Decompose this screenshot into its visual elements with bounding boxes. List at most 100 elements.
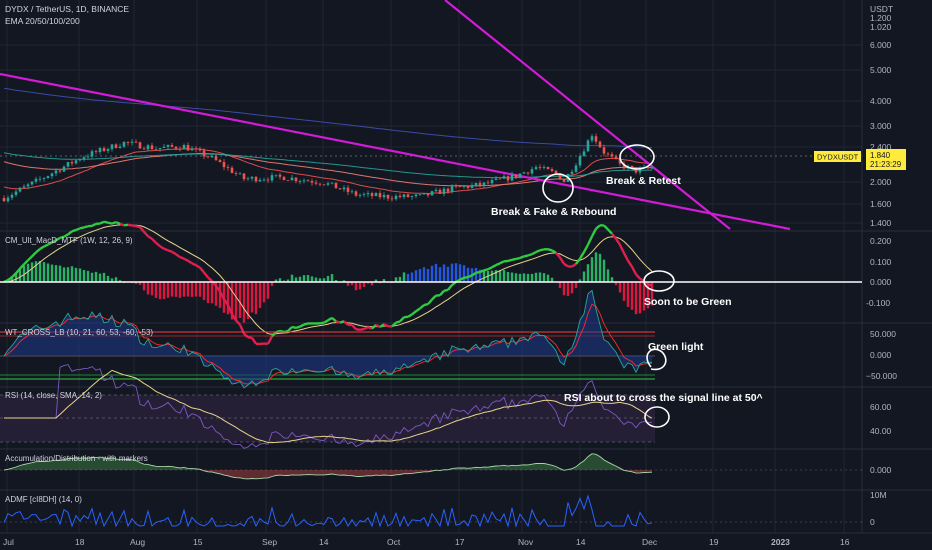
macd-histogram-bar [38,260,42,283]
macd-histogram-bar [322,278,326,283]
macd-line-segment [223,298,229,306]
macd-line-segment [618,244,626,254]
macd-histogram-bar [198,282,202,297]
macd-line-segment [363,325,369,331]
price-axis[interactable]: 6.000 5.000 4.000 3.000 2.400 2.000 1.60… [870,13,892,228]
macd-histogram-bar [14,272,18,283]
candle-body [478,182,482,186]
macd-line-segment [391,321,397,328]
candle-body [650,167,654,169]
macd-line-segment [511,257,517,262]
candle-body [434,189,438,192]
macd-histogram-bar [154,282,158,298]
candle-body [170,144,174,147]
macd-line-segment [271,331,277,338]
candle-body [182,145,186,150]
macd-line-segment [427,298,433,305]
macd-histogram-bar [174,282,178,297]
macd-histogram-bar [458,264,462,283]
macd-line-segment [578,251,586,260]
price-tick: 1.400 [870,218,892,228]
macd-line-segment [463,275,469,279]
macd-histogram-bar [274,279,278,283]
macd-line-segment [79,226,85,230]
time-tick: Aug [130,537,145,547]
candle-body [178,148,182,150]
macd-histogram-bar [410,272,414,283]
time-tick: 17 [455,537,465,547]
macd-histogram-bar [582,271,586,283]
macd-histogram-bar [290,274,294,283]
macd-line-segment [626,260,634,268]
macd-histogram-bar [58,265,62,283]
wt-circle [646,348,667,371]
candle-body [550,169,554,171]
macd-histogram-bar [438,267,442,283]
candle-body [406,194,410,198]
candle-body [150,145,154,150]
macd-histogram-bar [586,264,590,283]
macd-histogram-bar [186,282,190,297]
candle-body [234,172,238,174]
candlesticks [2,133,654,203]
candle-body [330,182,334,184]
macd-histogram-bar [526,273,530,283]
macd-histogram-bar [18,268,22,283]
macd-histogram-bar [518,273,522,283]
macd-line-segment [67,230,73,236]
rsi-tick: 60.00 [870,402,892,412]
chart-title: DYDX / TetherUS, 1D, BINANCE [5,4,129,14]
macd-histogram-bar [450,263,454,283]
macd-histogram-bar [446,266,450,283]
macd-histogram-bar [162,282,166,300]
macd-line-segment [15,267,21,275]
macd-histogram-bar [506,272,510,283]
candle-body [382,194,386,198]
macd-histogram-bar [622,282,626,302]
macd-line-segment [119,222,125,227]
candle-body [398,195,402,198]
candle-body [98,148,102,153]
price-tick: 1.200 [870,13,892,23]
retest-circle [619,144,655,170]
candle-body [370,193,374,197]
candle-body [494,178,498,180]
macd-line-segment [195,264,201,269]
macd-histogram-bar [46,263,50,283]
macd-histogram-bar [570,282,574,294]
time-axis[interactable]: Jul 18 Aug 15 Sep 14 Oct 17 Nov 14 Dec 1… [3,537,850,547]
macd-line-segment [143,231,149,238]
macd-line-segment [395,320,401,324]
time-tick: 18 [75,537,85,547]
time-tick: Jul [3,537,14,547]
macd-histogram-bar [634,282,638,315]
wt-cross-panel [3,289,653,389]
macd-histogram-bar [34,261,38,283]
macd-line-segment [582,244,590,253]
macd-line-segment [607,228,613,235]
descending-trendline-steep[interactable] [444,0,731,230]
macd-histogram-bar [394,277,398,283]
descending-trendline-long[interactable] [0,72,791,231]
macd-histogram-bar [278,278,282,283]
candle-body [210,155,214,158]
macd-histogram-bar [294,277,298,283]
macd-histogram-bar [618,282,622,293]
macd-histogram-bar [214,282,218,306]
macd-histogram-bar [650,282,654,306]
candle-body [418,194,422,196]
macd-line-segment [75,227,81,232]
macd-histogram-bar [626,282,630,308]
macd-histogram-bar [382,279,386,283]
candle-body [2,198,6,202]
macd-line-segment [535,249,541,254]
candle-body [190,148,194,151]
rsi-circle [644,406,670,428]
macd-histogram-bar [302,275,306,283]
time-tick: 14 [576,537,586,547]
candle-body [74,160,78,164]
candle-body [26,184,30,187]
ema-200-line [3,87,653,149]
macd-line-segment [379,323,385,329]
